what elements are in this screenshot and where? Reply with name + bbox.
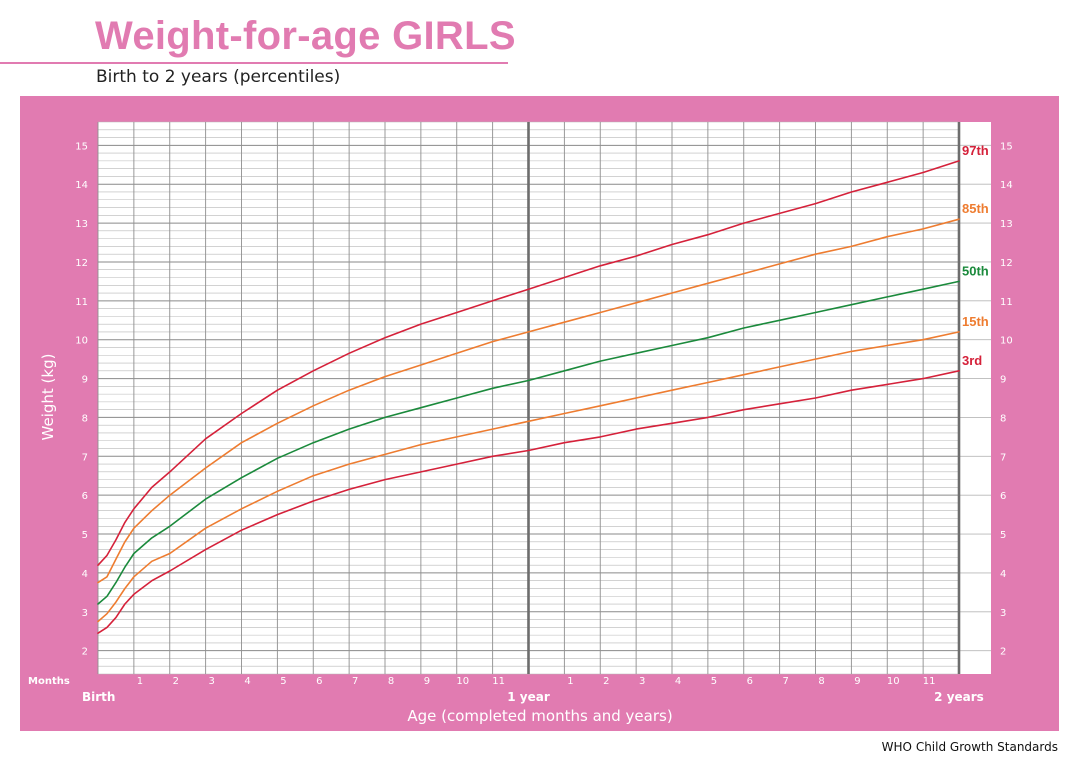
y-tick-label-right: 3 bbox=[1000, 608, 1006, 619]
series-line-3rd bbox=[97, 369, 960, 635]
x-tick-label: 11 bbox=[923, 676, 936, 687]
x-tick-label-major: Birth bbox=[82, 690, 115, 704]
y-tick-label-left: 2 bbox=[82, 647, 88, 658]
x-tick-label: 11 bbox=[492, 676, 505, 687]
y-tick-label-left: 10 bbox=[75, 336, 88, 347]
y-tick-label-right: 9 bbox=[1000, 375, 1006, 386]
y-ticks: 2 2 3 3 4 4 5 5 6 6 7 7 8 8 9 9 10 10 11 11 12 12 13 13 14 14 15 15 bbox=[75, 141, 1012, 657]
x-tick-label: 8 bbox=[388, 676, 394, 687]
y-tick-label-right: 2 bbox=[1000, 647, 1006, 658]
x-tick-label: 10 bbox=[887, 676, 900, 687]
y-tick-label-right: 4 bbox=[1000, 569, 1006, 580]
x-tick-label: 2 bbox=[603, 676, 609, 687]
series-label-3rd: 3rd bbox=[962, 353, 982, 368]
x-tick-label: 5 bbox=[280, 676, 286, 687]
x-tick-label: 10 bbox=[456, 676, 469, 687]
series-label-15th: 15th bbox=[962, 314, 989, 329]
series-label-50th: 50th bbox=[962, 263, 989, 278]
series-line-97th bbox=[97, 160, 960, 567]
series-line-50th bbox=[97, 280, 960, 605]
x-tick-label: 1 bbox=[567, 676, 573, 687]
source-credit: WHO Child Growth Standards bbox=[881, 740, 1058, 754]
x-axis-label: Age (completed months and years) bbox=[407, 707, 673, 725]
y-tick-label-left: 14 bbox=[75, 180, 88, 191]
chart-subtitle: Birth to 2 years (percentiles) bbox=[96, 67, 341, 87]
title-underline bbox=[0, 62, 508, 64]
x-tick-label: 9 bbox=[424, 676, 430, 687]
y-tick-label-left: 15 bbox=[75, 141, 88, 152]
y-tick-label-left: 6 bbox=[82, 491, 88, 502]
series-label-85th: 85th bbox=[962, 201, 989, 216]
x-tick-label: 4 bbox=[244, 676, 250, 687]
y-tick-label-right: 14 bbox=[1000, 180, 1013, 191]
y-tick-label-right: 6 bbox=[1000, 491, 1006, 502]
grid bbox=[97, 121, 991, 675]
x-tick-label: 1 bbox=[137, 676, 143, 687]
series-label-97th: 97th bbox=[962, 143, 989, 158]
x-tick-label: 6 bbox=[316, 676, 322, 687]
y-tick-label-left: 13 bbox=[75, 219, 88, 230]
y-tick-label-left: 11 bbox=[75, 297, 88, 308]
y-tick-label-left: 12 bbox=[75, 258, 88, 269]
x-tick-caption: Months bbox=[28, 676, 70, 687]
x-tick-label: 4 bbox=[675, 676, 681, 687]
y-tick-label-left: 5 bbox=[82, 530, 88, 541]
y-tick-label-right: 7 bbox=[1000, 452, 1006, 463]
plot-area bbox=[98, 122, 991, 674]
y-tick-label-right: 8 bbox=[1000, 413, 1006, 424]
x-tick-label: 7 bbox=[782, 676, 788, 687]
y-tick-label-right: 10 bbox=[1000, 336, 1013, 347]
y-tick-label-left: 8 bbox=[82, 413, 88, 424]
x-tick-label: 6 bbox=[747, 676, 753, 687]
y-tick-label-right: 15 bbox=[1000, 141, 1013, 152]
series-lines: 97th 85th 50th 15th 3rd bbox=[97, 143, 989, 635]
series-line-85th bbox=[97, 218, 960, 584]
x-tick-label: 3 bbox=[639, 676, 645, 687]
x-tick-label: 5 bbox=[711, 676, 717, 687]
chart-title: Weight-for-age GIRLS bbox=[95, 14, 516, 58]
x-tick-label: 2 bbox=[173, 676, 179, 687]
x-tick-label-major: 2 years bbox=[934, 690, 984, 704]
y-tick-label-left: 7 bbox=[82, 452, 88, 463]
y-tick-label-right: 11 bbox=[1000, 297, 1013, 308]
x-tick-label: 3 bbox=[208, 676, 214, 687]
y-tick-label-right: 5 bbox=[1000, 530, 1006, 541]
x-tick-label: 7 bbox=[352, 676, 358, 687]
x-tick-label: 8 bbox=[818, 676, 824, 687]
y-tick-label-left: 3 bbox=[82, 608, 88, 619]
y-tick-label-right: 13 bbox=[1000, 219, 1013, 230]
y-tick-label-left: 9 bbox=[82, 375, 88, 386]
x-tick-label: 9 bbox=[854, 676, 860, 687]
series-line-15th bbox=[97, 331, 960, 623]
y-tick-label-right: 12 bbox=[1000, 258, 1013, 269]
x-tick-label-major: 1 year bbox=[507, 690, 550, 704]
y-tick-label-left: 4 bbox=[82, 569, 88, 580]
